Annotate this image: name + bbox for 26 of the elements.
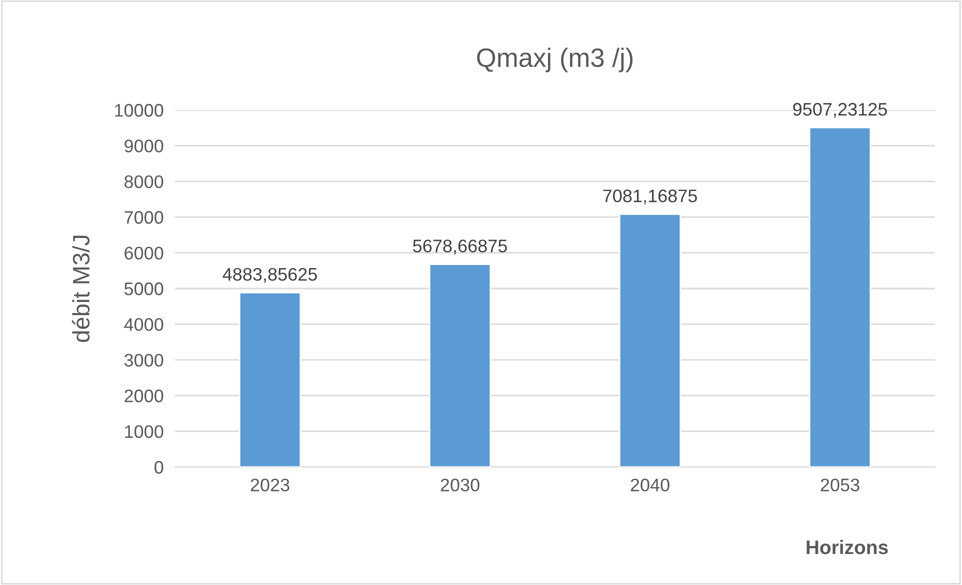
bar [618,214,682,467]
data-label: 7081,16875 [603,190,697,204]
data-label: 5678,66875 [413,240,507,254]
bar [808,126,872,467]
y-tick-label: 6000 [124,246,164,260]
x-axis-title: Horizons [806,540,888,554]
data-label: 9507,23125 [793,102,887,118]
y-tick-label: 1000 [125,425,164,438]
x-tick-label: 2023 [250,478,290,492]
y-tick-label: 2000 [124,390,164,402]
y-tick-label: 0 [154,460,164,474]
data-label: 4883,85625 [222,268,317,283]
y-tick-label: 4000 [124,318,164,331]
x-tick-label: 2040 [630,478,670,492]
y-tick-label: 9000 [124,140,164,152]
y-tick-label: 5000 [124,282,164,296]
x-tick-label: 2053 [820,478,860,492]
y-tick-label: 7000 [124,211,164,224]
y-tick-label: 8000 [124,175,164,188]
y-axis-title: débit M3/J [72,236,90,342]
bar [238,292,302,467]
x-tick-label: 2030 [440,478,480,492]
y-tick-label: 3000 [124,354,164,367]
y-tick-label: 10000 [115,104,164,117]
chart-title: Qmaxj (m3 /j) [477,48,633,72]
bar [428,264,492,467]
